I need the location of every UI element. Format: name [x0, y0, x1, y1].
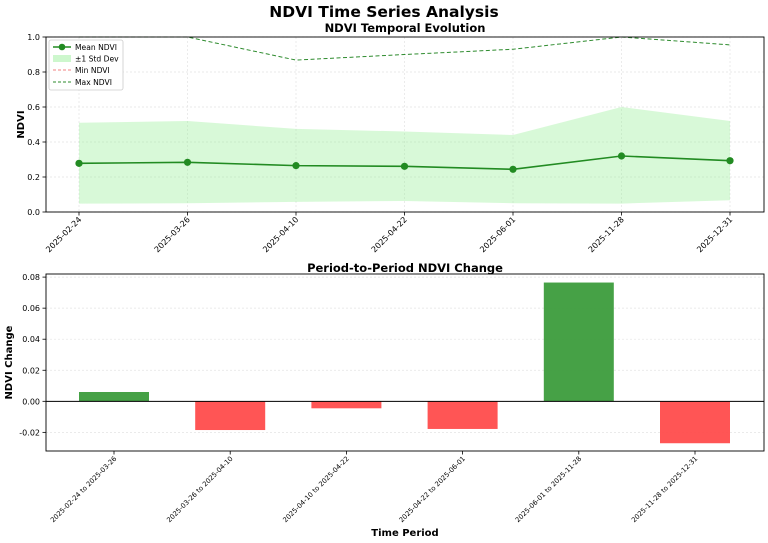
change-bar: [543, 282, 614, 402]
figure-title: NDVI Time Series Analysis: [269, 3, 498, 21]
bottom-y-tick-label: 0.04: [22, 335, 40, 344]
legend-label-min: Min NDVI: [75, 66, 110, 75]
ndvi-temporal-panel: NDVI Temporal Evolution 0.0 0.2 0.4 0.6 0.8 1…: [16, 21, 765, 254]
top-y-tick-label: 1.0: [27, 33, 40, 42]
top-x-tick-label: 2025-02-24: [44, 215, 83, 254]
top-y-ticks: 0.0 0.2 0.4 0.6 0.8 1.0: [27, 33, 46, 217]
mean-ndvi-point: [617, 152, 626, 160]
std-dev-band: [79, 107, 730, 204]
bottom-x-tick-label: 2025-06-01 to 2025-11-28: [514, 455, 583, 524]
std-dev-area: [79, 107, 730, 204]
bottom-y-tick-label: -0.02: [19, 428, 40, 437]
ndvi-change-panel: Period-to-Period NDVI Change -0.02 0.00 0.…: [4, 261, 765, 539]
mean-ndvi-point: [400, 162, 409, 170]
bottom-y-tick-label: 0.00: [22, 397, 40, 406]
bottom-x-tick-label: 2025-03-26 to 2025-04-10: [165, 455, 234, 524]
mean-ndvi-point: [292, 162, 300, 170]
top-x-tick-label: 2025-04-22: [370, 215, 409, 254]
legend-entry-mean: Mean NDVI: [53, 43, 117, 52]
top-chart-title: NDVI Temporal Evolution: [325, 21, 486, 35]
bottom-x-tick-label: 2025-11-28 to 2025-12-31: [630, 455, 699, 524]
bottom-x-axis-label: Time Period: [371, 528, 438, 539]
legend-label-std: ±1 Std Dev: [75, 55, 119, 64]
top-y-tick-label: 0.4: [27, 138, 40, 147]
change-bar: [195, 401, 266, 431]
bottom-x-tick-label: 2025-04-10 to 2025-04-22: [281, 455, 350, 524]
legend-label-mean: Mean NDVI: [75, 43, 117, 52]
top-plot-frame: [45, 36, 765, 213]
change-bars: [79, 282, 730, 444]
top-y-axis-label: NDVI: [16, 110, 27, 138]
top-y-tick-label: 0.2: [27, 173, 40, 182]
change-bar: [427, 401, 498, 429]
bottom-chart-title: Period-to-Period NDVI Change: [307, 261, 503, 275]
top-x-tick-label: 2025-03-26: [153, 215, 192, 254]
bottom-plot-frame: [45, 273, 765, 452]
bottom-x-tick-label: 2025-04-22 to 2025-06-01: [398, 455, 467, 524]
bottom-y-tick-label: 0.08: [22, 273, 40, 282]
bottom-y-axis-label: NDVI Change: [4, 325, 15, 399]
bottom-y-tick-label: 0.06: [22, 304, 40, 313]
change-bar: [311, 401, 382, 409]
top-x-tick-label: 2025-11-28: [587, 215, 626, 254]
legend-entry-max: Max NDVI: [53, 78, 112, 87]
top-x-tick-label: 2025-04-10: [261, 215, 300, 254]
mean-ndvi-point: [509, 165, 517, 173]
legend-entry-std: ±1 Std Dev: [53, 55, 119, 64]
legend-label-max: Max NDVI: [75, 78, 112, 87]
mean-ndvi-point: [726, 157, 734, 165]
bottom-y-ticks: -0.02 0.00 0.02 0.04 0.06 0.08: [19, 273, 46, 437]
top-series: [75, 36, 734, 173]
bottom-grid: [46, 276, 764, 433]
max-ndvi-line: [79, 36, 731, 61]
top-x-tick-label: 2025-06-01: [478, 215, 517, 254]
legend: Mean NDVI ±1 Std Dev Min NDVI Max NDVI: [48, 39, 124, 91]
mean-ndvi-point: [183, 158, 192, 166]
legend-box: [48, 39, 124, 91]
bottom-y-tick-label: 0.02: [22, 366, 40, 375]
bottom-x-tick-label: 2025-02-24 to 2025-03-26: [49, 455, 118, 524]
change-bar: [79, 392, 149, 402]
legend-entry-min: Min NDVI: [53, 66, 110, 75]
top-x-tick-label: 2025-12-31: [695, 215, 734, 254]
top-y-tick-label: 0.8: [27, 68, 40, 77]
top-grid: [46, 36, 764, 213]
top-y-tick-label: 0.6: [27, 103, 40, 112]
top-y-tick-label: 0.0: [27, 208, 40, 217]
bottom-x-ticks: 2025-02-24 to 2025-03-26 2025-03-26 to 20…: [49, 451, 699, 524]
top-x-ticks: 2025-02-24 2025-03-26 2025-04-10 2025-04-22…: [44, 212, 734, 254]
change-bar: [660, 401, 730, 444]
mean-ndvi-point: [75, 159, 83, 167]
